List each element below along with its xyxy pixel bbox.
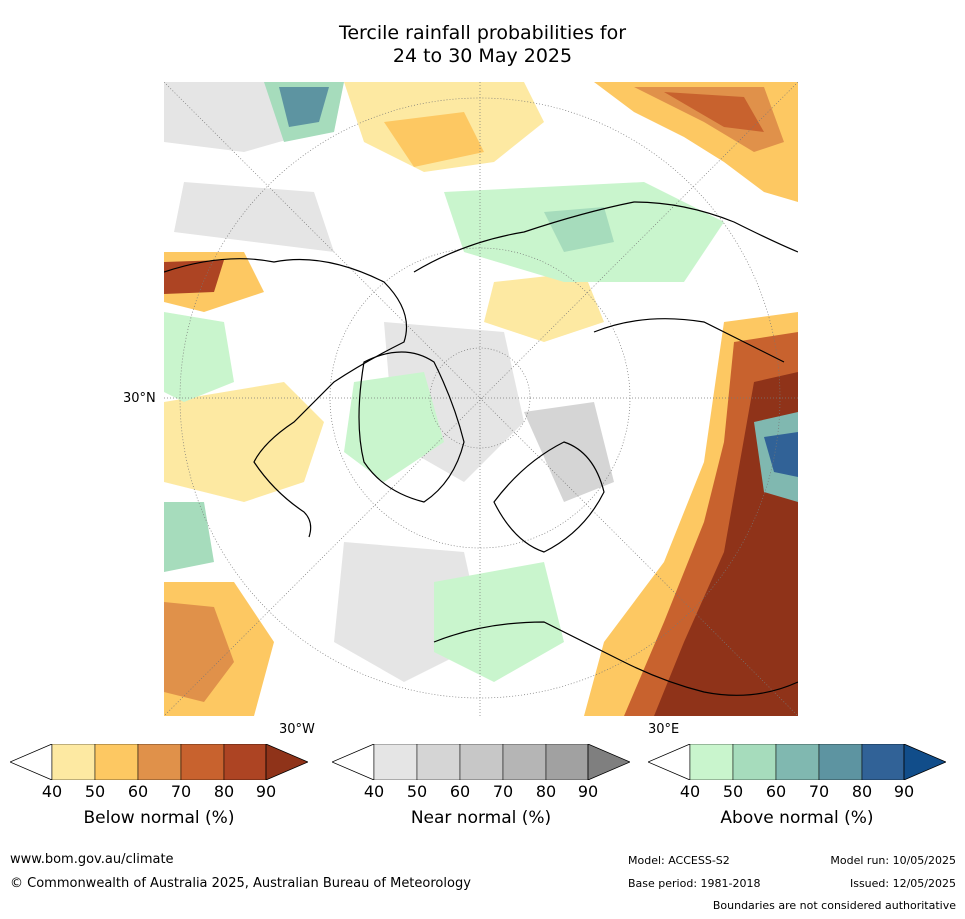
colorbar-above-70 [818, 743, 863, 781]
above-normal-regions [164, 82, 798, 682]
colorbar-above-normal: 40 50 60 70 80 90 Above normal (%) [646, 743, 948, 844]
colorbar-below-tick-40: 40 [41, 782, 63, 801]
colorbar-near-70 [502, 743, 547, 781]
above-region-north-america [164, 312, 234, 402]
coast-siberia [413, 201, 798, 273]
meridian-line-diag-a [164, 82, 798, 716]
colorbar-near-tick-90: 90 [577, 782, 599, 801]
above-region-siberia-core [544, 207, 614, 252]
colorbar-above-label: Above normal (%) [720, 808, 874, 828]
colorbar-near-60 [459, 743, 504, 781]
above-region-north-core [279, 87, 329, 127]
colorbar-above-max-arrow [903, 743, 948, 781]
coast-europe [433, 621, 798, 696]
colorbar-above-40 [689, 743, 734, 781]
above-region-europe [434, 562, 564, 682]
colorbar-near-label: Near normal (%) [410, 808, 552, 828]
colorbar-above-60 [775, 743, 820, 781]
below-region-northeast-peak [664, 92, 764, 132]
colorbar-below-tick-90: 90 [255, 782, 277, 801]
boundaries-disclaimer: Boundaries are not considered authoritat… [712, 899, 956, 912]
colorbar-below-tick-50: 50 [84, 782, 106, 801]
colorbar-above-tick-40: 40 [679, 782, 701, 801]
coast-arctic-asia [593, 318, 785, 363]
colorbar-near-tick-60: 60 [449, 782, 471, 801]
below-region-central [484, 272, 604, 342]
near-region-west [174, 182, 334, 252]
colorbar-below-label: Below normal (%) [83, 808, 235, 828]
colorbar-near-min-arrow [330, 743, 375, 781]
below-region-north-core [384, 112, 484, 167]
website-link[interactable]: www.bom.gov.au/climate [10, 852, 174, 867]
colorbar-below-60 [137, 743, 182, 781]
colorbar-below-50 [94, 743, 139, 781]
colorbar-below-70 [180, 743, 225, 781]
colorbar-below-tick-80: 80 [213, 782, 235, 801]
colorbar-above-tick-90: 90 [893, 782, 915, 801]
above-region-atlantic-west [164, 502, 214, 572]
title-line-1: Tercile rainfall probabilities for [338, 22, 627, 44]
colorbar-above-80 [861, 743, 905, 781]
colorbar-below-tick-70: 70 [170, 782, 192, 801]
above-region-central-asia-core [764, 432, 798, 477]
longitude-label-30e: 30°E [648, 722, 680, 737]
map-canvas [164, 82, 798, 716]
title-line-2: 24 to 30 May 2025 [392, 45, 573, 67]
colorbar-below-max-arrow [265, 743, 310, 781]
colorbar-above-tick-60: 60 [765, 782, 787, 801]
model-name: Model: ACCESS-S2 [628, 854, 730, 867]
model-run-date: Model run: 10/05/2025 [830, 854, 956, 867]
map-graticule [164, 82, 798, 716]
latitude-label-30n: 30°N [123, 391, 156, 406]
colorbar-above-tick-50: 50 [722, 782, 744, 801]
colorbar-above-50 [732, 743, 777, 781]
colorbar-below-40 [51, 743, 96, 781]
tercile-rainfall-map [164, 82, 798, 716]
colorbar-below-tick-60: 60 [127, 782, 149, 801]
coast-scandinavia [493, 441, 605, 553]
issued-date: Issued: 12/05/2025 [849, 877, 956, 890]
colorbar-below-normal: 40 50 60 70 80 90 Below normal (%) [8, 743, 310, 844]
longitude-label-30w: 30°W [279, 722, 315, 737]
colorbar-near-swatches [330, 743, 632, 781]
colorbar-above-tick-70: 70 [808, 782, 830, 801]
above-region-greenland [344, 372, 444, 482]
colorbar-near-max-arrow [587, 743, 632, 781]
meridian-line-diag-b [164, 82, 798, 716]
base-period: Base period: 1981-2018 [628, 877, 761, 890]
below-region-west-core [164, 260, 224, 294]
colorbar-near-tick-70: 70 [492, 782, 514, 801]
colorbar-above-min-arrow [646, 743, 691, 781]
colorbar-near-tick-50: 50 [406, 782, 428, 801]
below-region-southwest-core [164, 602, 234, 702]
below-region-atlantic [164, 382, 324, 502]
colorbar-above-tick-80: 80 [851, 782, 873, 801]
colorbar-near-tick-40: 40 [363, 782, 385, 801]
map-title: Tercile rainfall probabilities for 24 to… [0, 22, 965, 68]
coast-north-america [164, 258, 408, 538]
coast-greenland [358, 351, 465, 503]
colorbar-below-min-arrow [8, 743, 53, 781]
colorbar-near-50 [416, 743, 461, 781]
colorbar-above-swatches [646, 743, 948, 781]
colorbar-near-80 [545, 743, 589, 781]
colorbar-near-normal: 40 50 60 70 80 90 Near normal (%) [330, 743, 632, 844]
coastlines [164, 201, 798, 696]
colorbar-below-swatches [8, 743, 310, 781]
copyright-text: © Commonwealth of Australia 2025, Austra… [10, 876, 471, 891]
colorbar-near-40 [373, 743, 418, 781]
near-region-scandinavia [524, 402, 614, 502]
colorbar-near-tick-80: 80 [535, 782, 557, 801]
colorbar-below-80 [223, 743, 267, 781]
